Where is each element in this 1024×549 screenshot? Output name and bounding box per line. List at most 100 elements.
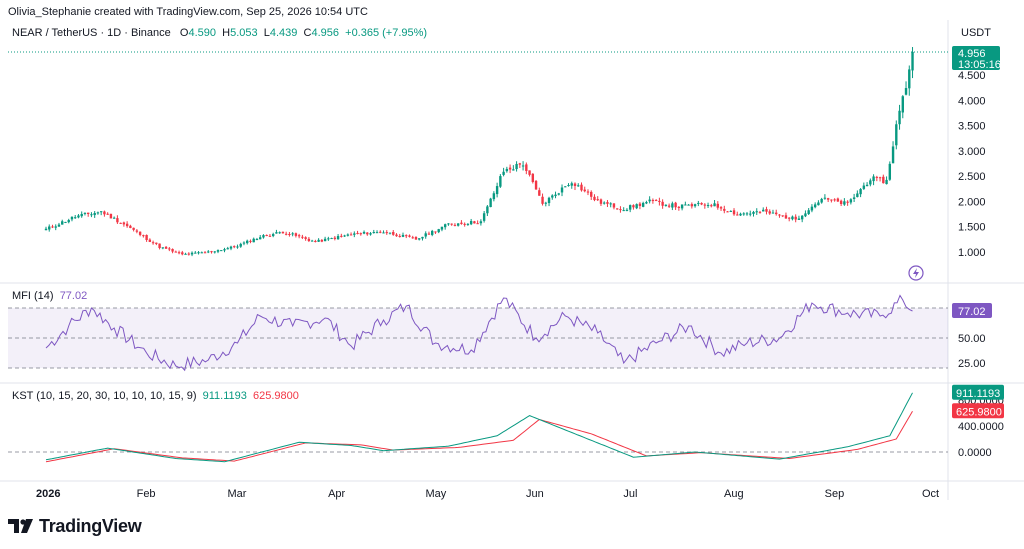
candle-body [635,204,638,209]
candle-body [281,231,285,234]
candle-body [677,206,681,208]
price-tick-label: 2.500 [958,171,986,183]
x-tick-label: Mar [227,488,246,500]
candle-body [392,231,395,235]
candle-body [129,225,132,229]
candle-body [48,226,51,230]
candle-body [804,213,807,217]
candle-body [836,198,840,202]
candle-body [473,221,476,224]
candle-body [132,227,135,230]
candle-body [401,234,405,237]
candle-body [327,238,330,240]
last-price-badge [952,45,1000,70]
tradingview-brand: TradingView [8,516,142,538]
candle-body [431,230,434,235]
candle-body [86,212,90,214]
candle-body [216,250,220,252]
candle-body [265,234,268,236]
candle-body [687,204,690,206]
candle-body [830,199,833,201]
candle-body [693,204,697,207]
candle-body [437,229,440,233]
x-tick-label: Apr [328,488,345,500]
candle-body [271,234,275,237]
candle-body [703,204,707,206]
candle-body [706,205,710,207]
open-label: O [179,27,189,39]
candle-body [570,183,573,186]
mfi-legend: MFI (14) 77.02 [12,290,87,302]
candle-body [427,233,431,235]
candle-body [719,207,723,209]
candle-body [752,211,755,214]
candle-body [810,206,814,211]
mfi-label: MFI (14) [12,290,54,302]
candle-body [619,209,622,211]
candle-body [151,242,155,244]
candle-body [628,205,632,210]
candle-body [268,235,272,237]
candle-body [447,223,450,225]
candle-body [544,202,547,204]
candle-body [800,215,804,220]
candle-body [434,231,437,233]
candle-body [843,201,846,205]
candle-body [638,203,642,206]
candle-body [482,213,486,221]
candle-body [375,232,379,234]
candle-body [775,212,778,215]
candle-body [664,204,668,206]
candle-body [398,235,401,237]
kst-legend: KST (10, 15, 20, 30, 10, 10, 10, 15, 9) … [12,390,299,402]
candle-body [508,167,512,170]
candle-body [895,124,898,146]
candle-body [343,235,346,237]
last-price-value: 4.956 [958,48,986,60]
x-tick-label: May [425,488,446,500]
x-tick-label: Aug [724,488,744,500]
candle-body [340,235,343,237]
candle-body [203,252,207,254]
kst-label: KST (10, 15, 20, 30, 10, 10, 10, 15, 9) [12,390,197,402]
candle-body [194,252,197,254]
candle-body [210,251,213,253]
candle-body [80,213,83,217]
candle-body [898,110,901,125]
candle-body [51,226,54,228]
candle-body [723,208,726,211]
candle-body [99,211,103,213]
candle-body [168,248,171,250]
candle-body [421,236,424,239]
candle-body [577,185,580,187]
candle-body [297,235,301,237]
close-label: C [303,27,312,39]
candle-body [207,251,210,253]
candle-body [580,184,583,191]
candle-body [755,211,758,213]
candle-body [304,237,307,239]
kst-signal-badge-value: 625.9800 [956,406,1002,418]
candle-body [729,210,732,212]
candle-body [77,215,80,218]
candle-body [813,204,817,208]
candle-body [606,202,609,204]
candle-body [288,233,291,235]
candle-body [275,232,278,234]
candle-body [684,204,687,206]
candle-body [839,200,843,204]
mfi-value-badge [952,302,992,318]
candle-body [310,240,314,242]
candle-body [278,232,281,234]
candle-body [356,232,359,234]
candle-body [418,238,421,240]
candle-body [560,187,564,193]
candle-body [778,214,781,216]
candle-body [599,199,603,204]
bar-countdown: 13:05:16 [958,59,1001,71]
candle-body [294,233,298,236]
kst-signal-badge [952,403,1004,419]
candle-body [908,69,911,89]
kst-signal-line [45,411,913,463]
